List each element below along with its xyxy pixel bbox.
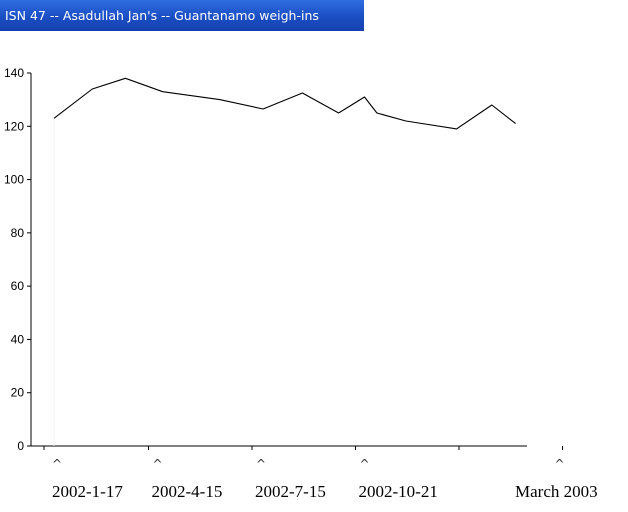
y-tick-label: 140 xyxy=(4,66,24,80)
chart-title-bar: ISN 47 -- Asadullah Jan's -- Guantanamo … xyxy=(0,0,364,31)
y-tick-label: 100 xyxy=(4,173,24,187)
x-date-label: 2002-4-15 xyxy=(152,482,223,501)
x-date-label: 2002-7-15 xyxy=(255,482,326,501)
x-caret-marker: ^ xyxy=(152,457,162,471)
y-tick-label: 80 xyxy=(11,226,25,240)
x-caret-marker: ^ xyxy=(359,457,369,471)
x-caret-marker: ^ xyxy=(52,457,62,471)
x-date-label: 2002-1-17 xyxy=(52,482,123,501)
y-tick-label: 60 xyxy=(11,279,25,293)
y-tick-label: 120 xyxy=(4,119,24,133)
y-axis-ticks: 0 20 40 60 80 100 120 140 xyxy=(4,66,31,453)
axes xyxy=(30,73,527,447)
chart-title: ISN 47 -- Asadullah Jan's -- Guantanamo … xyxy=(5,8,319,23)
x-caret-marker: ^ xyxy=(256,457,266,471)
y-tick-label: 20 xyxy=(11,386,25,400)
y-tick-label: 40 xyxy=(11,332,25,346)
x-date-label: 2002-10-21 xyxy=(359,482,438,501)
x-caret-marker: ^ xyxy=(554,457,564,471)
x-axis-markers: ^ 2002-1-17 ^ 2002-4-15 ^ 2002-7-15 ^ 2002-10-2… xyxy=(43,446,598,501)
series-line xyxy=(53,77,516,130)
x-date-label: March 2003 xyxy=(515,482,598,501)
y-tick-label: 0 xyxy=(17,439,24,453)
series-lines xyxy=(53,77,516,130)
